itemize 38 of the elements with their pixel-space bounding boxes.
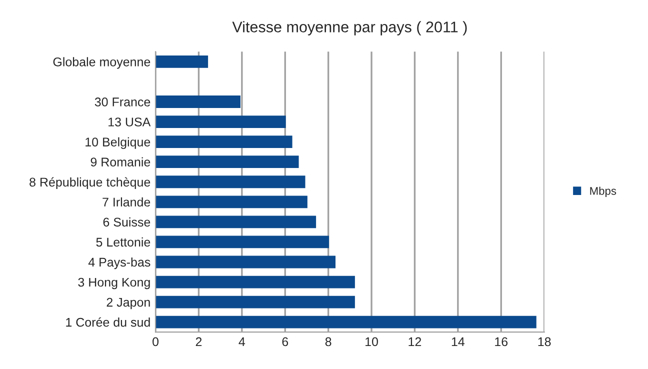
y-tick-label: 1 Corée du sud (66, 317, 150, 327)
legend-label: Mbps (590, 186, 616, 198)
x-tick-label: 18 (538, 337, 551, 346)
bar (156, 55, 208, 68)
x-tick-label: 6 (282, 337, 288, 346)
x-tick-label: 14 (452, 337, 465, 346)
bar (156, 96, 240, 108)
bar (156, 236, 330, 248)
y-tick-label: 2 Japon (106, 298, 150, 310)
y-tick-label: 9 Romanie (90, 157, 150, 166)
bar (156, 176, 306, 188)
x-tick-label: 12 (408, 337, 422, 346)
x-tick-label: 0 (152, 337, 159, 346)
bar (156, 216, 316, 228)
bar (156, 296, 355, 308)
y-tick-label: 30 France (94, 98, 150, 106)
bar (156, 196, 308, 208)
x-tick-label: 4 (238, 337, 246, 346)
bar (156, 276, 355, 288)
y-tick-label: 8 République tchèque (30, 177, 150, 190)
bar (156, 116, 286, 128)
x-tick-label: 8 (325, 337, 332, 346)
y-tick-label: Globale moyenne (53, 57, 150, 69)
x-tick-label: 10 (366, 337, 378, 346)
y-tick-label: 6 Suisse (103, 217, 150, 227)
x-tick-label: 16 (495, 337, 508, 346)
x-tick-label: 2 (196, 337, 202, 346)
bar (156, 156, 299, 168)
y-tick-label: 4 Pays-bas (88, 257, 150, 270)
bar (156, 316, 536, 328)
chart-title: Vitesse moyenne par pays ( 2011 ) (232, 21, 467, 36)
y-tick-label: 7 Irlande (102, 197, 150, 207)
bar (156, 256, 336, 268)
y-tick-label: 13 USA (108, 118, 151, 126)
y-tick-label: 5 Lettonie (96, 237, 150, 247)
bar (156, 136, 292, 148)
y-tick-label: 3 Hong Kong (78, 278, 150, 290)
y-tick-label: 10 Belgique (86, 137, 150, 149)
